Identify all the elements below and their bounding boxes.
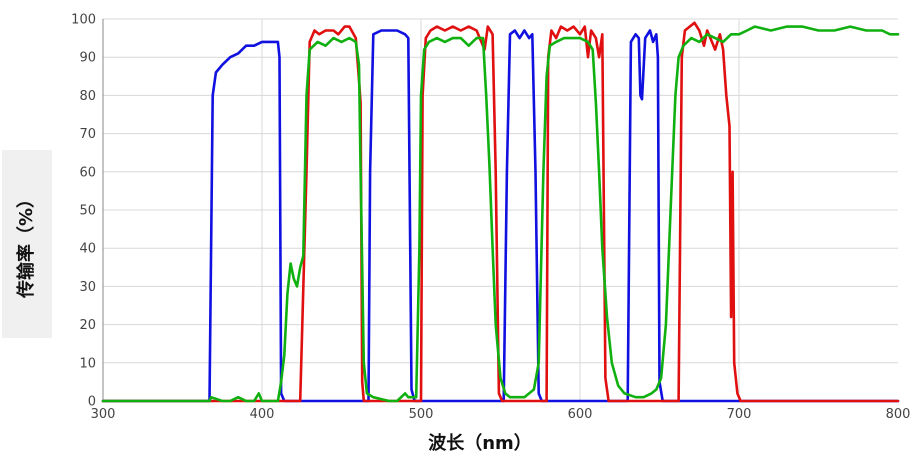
x-tick-label: 300 bbox=[91, 407, 116, 422]
y-tick-label: 10 bbox=[79, 356, 96, 371]
y-axis-title: 传输率（%） bbox=[15, 190, 37, 299]
series-line-2 bbox=[101, 21, 900, 403]
y-tick-label: 80 bbox=[79, 89, 96, 104]
tick-labels: 300 400 500 600 700 800 0 10 20 30 40 50 60 70 80 90 100 bbox=[71, 13, 910, 423]
x-tick-label: 800 bbox=[886, 407, 911, 422]
y-tick-label: 40 bbox=[79, 242, 96, 257]
y-tick-label: 70 bbox=[79, 127, 96, 142]
y-tick-label: 0 bbox=[88, 395, 96, 410]
x-tick-label: 400 bbox=[250, 407, 275, 422]
y-tick-label: 20 bbox=[79, 318, 96, 333]
y-tick-label: 50 bbox=[79, 204, 96, 219]
y-tick-label: 60 bbox=[79, 165, 96, 180]
series-group bbox=[101, 21, 900, 403]
y-tick-label: 30 bbox=[79, 280, 96, 295]
x-tick-label: 600 bbox=[568, 407, 593, 422]
series-line-1 bbox=[101, 29, 900, 403]
y-tick-label: 90 bbox=[79, 51, 96, 66]
y-tick-label: 100 bbox=[71, 13, 96, 28]
y-axis-title-panel bbox=[2, 150, 52, 338]
series-line-3 bbox=[101, 25, 900, 403]
x-tick-label: 700 bbox=[727, 407, 752, 422]
x-tick-label: 500 bbox=[409, 407, 434, 422]
x-axis-title: 波长（nm） bbox=[428, 432, 532, 454]
